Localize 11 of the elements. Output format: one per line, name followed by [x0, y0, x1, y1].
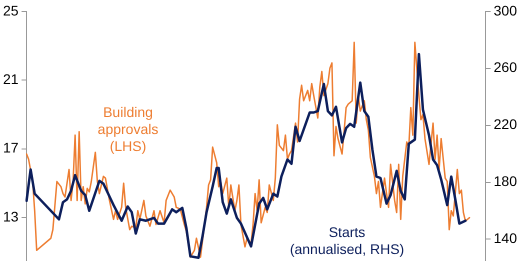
y2-tick-label: 180 — [494, 173, 518, 190]
y2-tick-label: 220 — [494, 116, 518, 132]
y2-tick-label: 140 — [494, 230, 518, 246]
y2-tick-label: 260 — [494, 59, 518, 76]
y-tick-label: 17 — [2, 140, 19, 156]
y-tick-label: 13 — [2, 208, 19, 224]
y-tick-label: 21 — [2, 71, 19, 88]
series-label: Building approvals (LHS) — [98, 104, 158, 154]
y-tick-label: 25 — [2, 2, 19, 18]
y2-tick-label: 300 — [494, 2, 518, 18]
series-label: Starts (annualised, RHS) — [290, 224, 404, 257]
